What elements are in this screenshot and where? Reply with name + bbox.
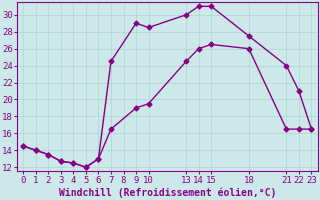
X-axis label: Windchill (Refroidissement éolien,°C): Windchill (Refroidissement éolien,°C) (59, 187, 276, 198)
